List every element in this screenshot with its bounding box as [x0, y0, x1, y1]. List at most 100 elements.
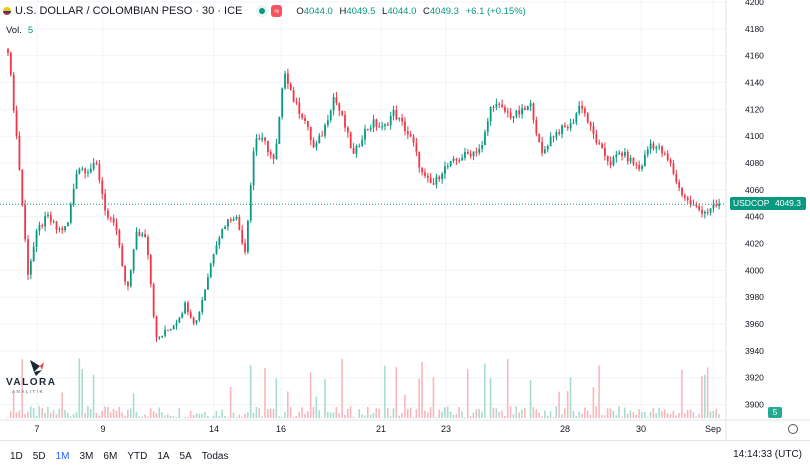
volume-readout: Vol.5: [6, 25, 33, 36]
volume-bar: [324, 379, 326, 418]
candle-body: [19, 136, 21, 170]
volume-bar: [573, 411, 575, 418]
candle-body: [67, 223, 69, 226]
volume-bar: [121, 413, 123, 418]
x-tick-label: 14: [209, 424, 219, 434]
candle-body: [550, 137, 552, 147]
volume-bar: [350, 406, 352, 418]
candle-body: [535, 120, 537, 134]
volume-bar: [647, 417, 649, 418]
range-6m[interactable]: 6M: [103, 451, 117, 462]
candle-body: [247, 221, 249, 253]
candle-body: [547, 146, 549, 149]
candle-body: [284, 74, 286, 89]
candle-body: [693, 205, 695, 206]
volume-bar: [544, 411, 546, 418]
volume-bar: [184, 417, 186, 418]
x-tick-label: 9: [100, 424, 105, 434]
candle-body: [433, 183, 435, 185]
ohlc-readout: O4044.0 H4049.5 L4044.0 C4049.3 +6.1 (+0…: [296, 6, 529, 17]
range-1m[interactable]: 1M: [56, 451, 70, 462]
candle-body: [170, 329, 172, 330]
candle-body: [538, 134, 540, 142]
volume-bar: [273, 409, 275, 418]
volume-bar: [638, 409, 640, 418]
last-price-tag: 4049.3: [770, 197, 806, 210]
candle-body: [221, 229, 223, 238]
candle-body: [627, 152, 629, 161]
volume-bar: [261, 416, 263, 418]
volume-bar: [478, 409, 480, 418]
candle-body: [36, 231, 38, 247]
volume-bar: [93, 375, 95, 418]
x-tick-label: Sep: [705, 424, 721, 434]
volume-bar: [227, 417, 229, 418]
candle-body: [313, 140, 315, 147]
volume-bar: [418, 379, 420, 418]
range-3m[interactable]: 3M: [80, 451, 94, 462]
volume-bar: [673, 411, 675, 418]
volume-bar: [504, 416, 506, 418]
candle-body: [347, 128, 349, 133]
candle-body: [467, 152, 469, 154]
candle-body: [555, 132, 557, 137]
candle-body: [376, 119, 378, 126]
candle-body: [715, 205, 717, 206]
candle-body: [650, 143, 652, 149]
volume-bar: [578, 412, 580, 418]
volume-bar: [39, 406, 41, 418]
symbol-title[interactable]: U.S. DOLLAR / COLOMBIAN PESO · 30 · ICE: [15, 5, 242, 17]
candle-body: [501, 105, 503, 107]
volume-bar: [330, 413, 332, 418]
volume-bar: [518, 412, 520, 418]
candle-body: [90, 169, 92, 172]
candle-body: [396, 110, 398, 119]
candle-body: [707, 212, 709, 213]
range-todas[interactable]: Todas: [202, 451, 229, 462]
market-status-icon[interactable]: [256, 5, 268, 17]
candle-body: [127, 282, 129, 286]
candle-body: [138, 232, 140, 236]
range-1d[interactable]: 1D: [10, 451, 23, 462]
volume-bar: [401, 413, 403, 418]
candle-body: [241, 230, 243, 243]
status-badge[interactable]: ≈: [271, 5, 282, 17]
range-5a[interactable]: 5A: [180, 451, 192, 462]
candle-body: [613, 157, 615, 165]
candle-body: [416, 143, 418, 152]
candle-body: [590, 122, 592, 126]
candle-body: [461, 158, 463, 161]
candle-body: [70, 204, 72, 222]
range-1a[interactable]: 1A: [157, 451, 169, 462]
candle-body: [515, 110, 517, 116]
candle-body: [507, 111, 509, 112]
candle-body: [190, 312, 192, 317]
candle-body: [490, 107, 492, 121]
close-label: C: [423, 6, 430, 17]
candle-body: [495, 104, 497, 108]
range-5d[interactable]: 5D: [33, 451, 46, 462]
y-tick-label: 3900: [745, 400, 764, 410]
volume-bar: [384, 366, 386, 418]
candle-body: [553, 137, 555, 138]
x-tick-label: 21: [376, 424, 386, 434]
volume-bar: [138, 416, 140, 418]
volume-bar: [635, 415, 637, 418]
candle-body: [307, 121, 309, 127]
candle-body: [644, 155, 646, 166]
volume-bar: [398, 416, 400, 418]
volume-bar: [307, 411, 309, 418]
candle-body: [101, 180, 103, 194]
candle-body: [684, 195, 686, 197]
volume-bar: [110, 412, 112, 418]
range-ytd[interactable]: YTD: [127, 451, 147, 462]
candle-body: [618, 153, 620, 154]
candle-body: [624, 152, 626, 156]
candle-body: [510, 112, 512, 118]
gear-icon[interactable]: [788, 424, 798, 434]
volume-bar: [510, 406, 512, 418]
volume-bar: [87, 406, 89, 418]
candle-body: [350, 133, 352, 149]
open-value: 4044.0: [304, 6, 333, 17]
